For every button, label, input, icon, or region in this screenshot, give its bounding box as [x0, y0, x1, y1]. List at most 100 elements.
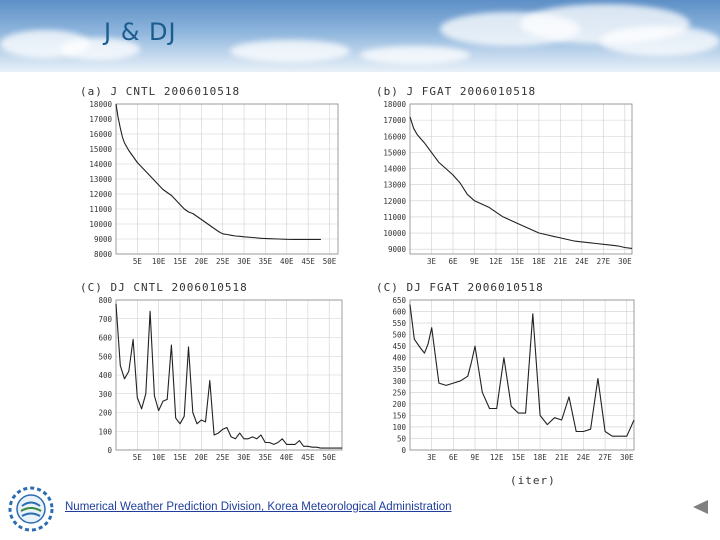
x-tick-label: 9E	[470, 257, 480, 266]
x-tick-label: 3E	[427, 453, 437, 462]
x-tick-label: 21E	[554, 257, 568, 266]
y-tick-label: 10000	[89, 220, 112, 229]
x-tick-label: 15E	[173, 257, 187, 266]
plot-frame	[115, 299, 343, 451]
x-tick-label: 6E	[449, 453, 459, 462]
y-tick-label: 100	[392, 423, 406, 432]
x-tick-label: 18E	[533, 453, 547, 462]
x-tick-label: 27E	[597, 257, 611, 266]
y-tick-label: 300	[392, 377, 406, 386]
y-tick-label: 11000	[89, 205, 112, 214]
header-banner	[0, 0, 720, 72]
slide-title: J & DJ	[104, 18, 177, 46]
y-tick-label: 10000	[383, 229, 406, 238]
x-tick-label: 40E	[280, 453, 294, 462]
x-tick-label: 15E	[173, 453, 187, 462]
cloud-decoration	[230, 40, 350, 62]
chart-title: (a) J CNTL 2006010518	[80, 85, 240, 98]
x-tick-label: 15E	[512, 453, 526, 462]
y-tick-label: 200	[392, 400, 406, 409]
plot-frame	[409, 103, 633, 255]
y-tick-label: 450	[392, 342, 406, 351]
series-line-dj	[409, 304, 635, 437]
x-tick-label: 12E	[489, 257, 503, 266]
x-tick-label: 45E	[301, 257, 315, 266]
y-tick-label: 16000	[383, 132, 406, 141]
cloud-decoration	[60, 38, 140, 60]
triangle-left-icon[interactable]	[690, 498, 710, 516]
chart-title: (C) DJ FGAT 2006010518	[376, 281, 544, 294]
y-tick-label: 250	[392, 388, 406, 397]
y-tick-label: 800	[98, 296, 112, 305]
y-tick-label: 8000	[94, 250, 113, 259]
y-tick-label: 550	[392, 319, 406, 328]
x-tick-label: 40E	[280, 257, 294, 266]
x-tick-label: 10E	[152, 453, 166, 462]
x-tick-label: 5E	[133, 257, 143, 266]
chart-panel-j-fgat: (b) J FGAT 2006010518 3E 6E 9E 12E 15E 18E 21E 2…	[372, 82, 642, 272]
x-tick-label: 24E	[575, 257, 589, 266]
x-tick-label: 12E	[490, 453, 504, 462]
y-tick-label: 12000	[89, 190, 112, 199]
iteration-axis-label: (iter)	[510, 474, 556, 487]
series-line-j	[115, 103, 321, 240]
x-tick-label: 27E	[598, 453, 612, 462]
y-tick-label: 15000	[89, 145, 112, 154]
y-tick-label: 13000	[89, 175, 112, 184]
kma-logo-icon	[6, 484, 56, 534]
chart-dj-cntl: (C) DJ CNTL 2006010518 5E 10E 15E 20E 25E 30E 3…	[80, 281, 343, 462]
chart-title: (b) J FGAT 2006010518	[376, 85, 536, 98]
y-tick-label: 18000	[89, 100, 112, 109]
y-tick-label: 18000	[383, 100, 406, 109]
chart-title: (C) DJ CNTL 2006010518	[80, 281, 248, 294]
x-tick-label: 9E	[471, 453, 481, 462]
x-tick-label: 25E	[216, 453, 230, 462]
y-tick-label: 300	[98, 390, 112, 399]
y-tick-label: 600	[98, 334, 112, 343]
cloud-decoration	[600, 26, 720, 56]
cloud-decoration	[360, 46, 470, 64]
y-tick-label: 200	[98, 409, 112, 418]
y-tick-label: 16000	[89, 130, 112, 139]
x-tick-label: 6E	[448, 257, 458, 266]
x-tick-label: 50E	[323, 257, 337, 266]
x-tick-label: 30E	[237, 453, 251, 462]
x-tick-label: 30E	[620, 453, 634, 462]
y-tick-label: 500	[392, 331, 406, 340]
x-tick-label: 21E	[555, 453, 569, 462]
x-tick-label: 5E	[133, 453, 143, 462]
y-tick-label: 650	[392, 296, 406, 305]
chart-panel-j-cntl: (a) J CNTL 2006010518 5E 10E 15E 20E 25E 30E 35…	[76, 82, 346, 272]
y-tick-label: 13000	[383, 181, 406, 190]
x-tick-label: 30E	[237, 257, 251, 266]
plot-frame	[409, 299, 635, 451]
y-tick-label: 400	[392, 354, 406, 363]
y-tick-label: 600	[392, 308, 406, 317]
series-line-dj	[115, 303, 342, 449]
x-tick-label: 30E	[618, 257, 632, 266]
y-tick-label: 500	[98, 352, 112, 361]
x-tick-label: 20E	[195, 453, 209, 462]
x-tick-label: 45E	[301, 453, 315, 462]
y-tick-label: 9000	[94, 235, 113, 244]
x-tick-label: 24E	[577, 453, 591, 462]
chart-panel-dj-fgat: (C) DJ FGAT 2006010518 3E 6E 9E 12E 15E 18E 21E…	[372, 278, 642, 468]
footer-organization-link[interactable]: Numerical Weather Prediction Division, K…	[65, 501, 452, 513]
y-tick-label: 100	[98, 427, 112, 436]
x-tick-label: 35E	[259, 257, 273, 266]
y-tick-label: 12000	[383, 197, 406, 206]
y-tick-label: 400	[98, 371, 112, 380]
y-tick-label: 17000	[89, 115, 112, 124]
x-tick-label: 15E	[511, 257, 525, 266]
y-tick-label: 9000	[388, 245, 407, 254]
y-tick-label: 14000	[383, 165, 406, 174]
x-tick-label: 20E	[195, 257, 209, 266]
chart-panel-dj-cntl: (C) DJ CNTL 2006010518 5E 10E 15E 20E 25E 30E 3…	[76, 278, 346, 468]
x-tick-label: 25E	[216, 257, 230, 266]
y-tick-label: 700	[98, 315, 112, 324]
y-tick-label: 150	[392, 411, 406, 420]
x-tick-label: 50E	[322, 453, 336, 462]
y-tick-label: 350	[392, 365, 406, 374]
chart-j-fgat: (b) J FGAT 2006010518 3E 6E 9E 12E 15E 18E 21E 2…	[376, 85, 633, 266]
y-tick-label: 0	[107, 446, 112, 455]
